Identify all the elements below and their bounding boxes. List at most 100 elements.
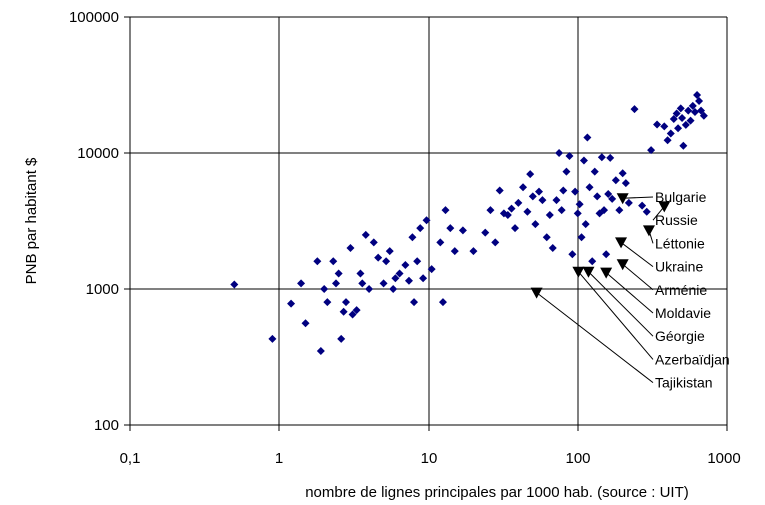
data-point [337,334,346,343]
y-tick-label: 1000 [86,281,119,298]
data-point [690,108,699,117]
data-point [361,230,370,239]
data-point [573,209,582,218]
x-tick-labels: 0,1 1 10 100 1000 [120,450,741,467]
data-point [320,285,329,293]
data-point [600,206,609,215]
data-point [583,133,592,142]
data-point [669,114,678,123]
y-axis-label: PNB par habitant $ [23,157,40,284]
data-point [358,279,367,288]
highlighted-point [530,287,543,299]
data-point [352,306,361,315]
data-point [469,247,478,256]
data-point [341,298,350,307]
highlighted-point [658,201,671,213]
annotation-leader-line [622,196,654,199]
data-point [688,101,697,110]
annotation-label: Tajikistan [655,375,713,391]
data-point [568,250,577,259]
data-point [559,186,568,195]
data-point [542,233,551,242]
annotation-label: Léttonie [655,235,705,251]
data-point [458,226,467,235]
data-point [413,257,422,266]
data-point [334,269,343,278]
data-point [686,116,695,125]
highlighted-point [582,266,595,278]
data-point [481,228,490,237]
annotation-label: Russie [655,212,698,228]
data-point [642,207,651,216]
data-point [575,200,584,209]
x-tick-label: 1 [275,450,283,467]
x-tick-label: 10 [421,450,438,467]
data-point [419,274,428,283]
data-point [604,189,613,198]
data-point [495,186,504,195]
data-point [323,298,332,307]
annotation-label: Ukraine [655,259,703,275]
annotation-leader-line [605,272,654,314]
data-point [339,307,348,316]
data-point [511,224,520,233]
x-tick-label: 100 [565,450,590,467]
data-point [545,211,554,220]
data-point [565,152,574,161]
data-point [684,106,693,115]
data-point [450,247,459,256]
data-point [552,196,561,205]
data-point [507,204,516,213]
annotation-leader-line [588,271,654,337]
x-axis-ticks [129,425,728,431]
data-point [523,207,532,216]
data-point [348,310,357,319]
annotation-leader-line [622,263,654,291]
data-point [486,206,495,215]
data-point [491,238,500,247]
data-point [579,156,588,165]
data-point [316,347,325,356]
data-point [571,187,580,196]
data-point [416,224,425,233]
data-point [557,206,566,215]
y-axis-ticks [124,16,130,426]
data-point [427,265,436,274]
data-point [693,90,702,99]
data-point [606,153,615,162]
data-point [401,261,410,270]
annotation-label: Azerbaïdjan [655,351,730,367]
y-tick-labels: 100000 10000 1000 100 [69,9,119,434]
y-tick-label: 100000 [69,9,119,26]
data-point [395,269,404,278]
data-point [588,257,597,266]
data-point [382,257,391,266]
data-point [519,183,528,192]
data-point [699,111,708,120]
data-point [534,187,543,196]
annotation-label: Moldavie [655,305,711,321]
data-point [611,176,620,185]
data-point [638,201,647,210]
data-point [441,206,450,215]
data-point [621,179,630,188]
data-point [672,109,681,118]
data-point [679,141,688,150]
highlighted-point [616,193,629,205]
annotation-leader-line [578,271,654,360]
highlighted-point [600,267,613,279]
annotation-leader-line [620,242,654,267]
data-point [301,319,310,328]
data-point [410,298,419,307]
data-point [356,269,365,278]
data-point [313,257,322,266]
annotation-label: Géorgie [655,328,705,344]
data-point [408,233,417,242]
highlighted-point [642,225,655,237]
data-point [647,146,656,155]
data-point [695,97,704,106]
data-point [585,183,594,192]
data-point [374,253,383,262]
data-point [379,279,388,288]
